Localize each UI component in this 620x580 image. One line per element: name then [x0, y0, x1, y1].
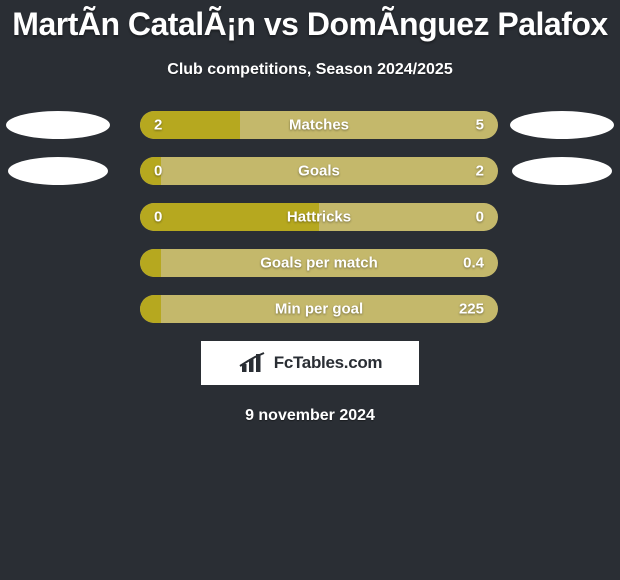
stat-label: Min per goal [275, 301, 363, 318]
stat-value-right: 5 [476, 117, 484, 134]
stat-bar-left-fill [140, 249, 161, 277]
stat-row: Goals per match 0.4 [6, 249, 614, 277]
stat-value-right: 225 [459, 301, 484, 318]
stat-value-right: 0 [476, 209, 484, 226]
stat-row: 0Hattricks0 [6, 203, 614, 231]
stat-bar: 2Matches5 [140, 111, 498, 139]
stat-bar: Min per goal 225 [140, 295, 498, 323]
player-right-marker [512, 157, 612, 185]
subtitle: Club competitions, Season 2024/2025 [0, 61, 620, 79]
stat-value-right: 0.4 [463, 255, 484, 272]
stat-bar: 0Goals2 [140, 157, 498, 185]
bar-chart-icon [238, 352, 268, 374]
page-title: MartÃ­n CatalÃ¡n vs DomÃ­nguez Palafox [0, 6, 620, 43]
stat-row: Min per goal 225 [6, 295, 614, 323]
player-right-marker [510, 111, 614, 139]
comparison-card: MartÃ­n CatalÃ¡n vs DomÃ­nguez Palafox C… [0, 0, 620, 425]
player-left-marker [8, 157, 108, 185]
stat-label: Matches [289, 117, 349, 134]
stat-row: 2Matches5 [6, 111, 614, 139]
stat-bar: 0Hattricks0 [140, 203, 498, 231]
snapshot-date: 9 november 2024 [0, 407, 620, 425]
stat-bar-left-fill [140, 157, 161, 185]
stat-rows: 2Matches50Goals20Hattricks0Goals per mat… [0, 111, 620, 323]
stat-bar-left-fill [140, 203, 319, 231]
stat-label: Goals [298, 163, 340, 180]
stat-value-right: 2 [476, 163, 484, 180]
stat-row: 0Goals2 [6, 157, 614, 185]
stat-label: Goals per match [260, 255, 378, 272]
stat-bar-left-fill [140, 295, 161, 323]
logo-text: FcTables.com [274, 353, 383, 373]
fctables-logo: FcTables.com [201, 341, 419, 385]
stat-bar: Goals per match 0.4 [140, 249, 498, 277]
stat-bar-left-fill [140, 111, 240, 139]
player-left-marker [6, 111, 110, 139]
